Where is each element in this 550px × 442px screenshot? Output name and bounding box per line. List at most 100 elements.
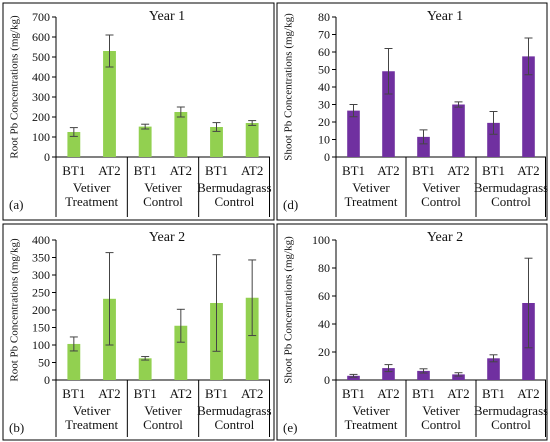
y-tick-label: 300 [32, 90, 50, 104]
bar-1 [347, 110, 360, 157]
y-tick-label: 30 [318, 98, 330, 112]
x-tick-label: AT2 [517, 163, 539, 178]
y-tick-label: 0 [324, 373, 330, 387]
group-label-line1: Vetiver [422, 180, 460, 195]
y-tick-label: 60 [318, 289, 330, 303]
y-tick-label: 700 [32, 10, 50, 24]
chart-panel-2: Year 1 Shoot Pb Concentrations (mg/kg) 0 10… [276, 2, 548, 221]
chart-title: Year 1 [427, 9, 463, 24]
y-tick-label: 70 [318, 28, 330, 42]
bar-3 [417, 136, 430, 157]
chart-panel-1: Year 1 Root Pb Concentrations (mg/kg) 0 100… [2, 2, 275, 221]
bar-6 [522, 56, 535, 157]
y-tick-label: 0 [44, 373, 50, 387]
bar-5 [487, 122, 500, 157]
y-tick-label: 400 [32, 70, 50, 84]
bar-6 [245, 297, 259, 380]
group-label-line2: Treatment [65, 417, 118, 432]
bar-5 [487, 358, 500, 380]
group-label-line2: Treatment [65, 194, 118, 209]
panel-frame [276, 223, 548, 441]
chart-title: Year 2 [427, 230, 463, 245]
bar-1 [347, 375, 360, 380]
x-tick-label: AT2 [170, 163, 192, 178]
y-tick-label: 400 [32, 233, 50, 247]
bar-2 [382, 71, 395, 157]
panel-label: (e) [283, 420, 297, 435]
panel-frame [2, 2, 275, 221]
y-tick-label: 200 [32, 303, 50, 317]
bar-4 [174, 325, 188, 380]
panel-label: (d) [283, 197, 298, 212]
group-label-line2: Control [214, 417, 254, 432]
x-tick-label: BT1 [342, 163, 365, 178]
x-tick-label: AT2 [377, 163, 399, 178]
x-tick-label: BT1 [205, 386, 228, 401]
x-tick-label: AT2 [241, 386, 263, 401]
y-tick-label: 50 [318, 63, 330, 77]
bar-6 [245, 123, 259, 157]
panel-frame [276, 2, 548, 221]
bar-3 [138, 358, 152, 380]
x-tick-label: AT2 [98, 386, 120, 401]
y-tick-label: 10 [318, 133, 330, 147]
group-label-line1: Vetiver [352, 180, 390, 195]
chart-title: Year 2 [149, 230, 185, 245]
x-tick-label: AT2 [517, 386, 539, 401]
y-tick-label: 350 [32, 251, 50, 265]
chart-panel-4: Year 2 Shoot Pb Concentrations (mg/kg) 0 20… [276, 223, 548, 441]
group-label-line1: Vetiver [422, 403, 460, 418]
y-tick-label: 300 [32, 268, 50, 282]
x-tick-label: BT1 [412, 163, 435, 178]
group-label-line1: Bermudagrass [474, 403, 548, 418]
y-axis-label: Root Pb Concentrations (mg/kg) [9, 15, 21, 159]
y-tick-label: 80 [318, 10, 330, 24]
group-label-line2: Control [214, 194, 254, 209]
bar-1 [67, 343, 81, 380]
y-tick-label: 150 [32, 321, 50, 335]
y-tick-label: 100 [312, 233, 330, 247]
group-label-line2: Control [421, 194, 461, 209]
x-tick-label: BT1 [482, 163, 505, 178]
y-axis-label: Root Pb Concentrations (mg/kg) [9, 238, 21, 382]
group-label-line1: Vetiver [352, 403, 390, 418]
x-tick-label: BT1 [134, 163, 157, 178]
group-label-line2: Control [143, 417, 183, 432]
bar-3 [417, 370, 430, 380]
group-label-line1: Vetiver [73, 403, 111, 418]
x-tick-label: AT2 [98, 163, 120, 178]
chart-title: Year 1 [149, 9, 185, 24]
x-tick-label: AT2 [447, 163, 469, 178]
bar-3 [138, 126, 152, 157]
y-axis-label: Shoot Pb Concentrations (mg/kg) [283, 236, 295, 384]
y-tick-label: 600 [32, 30, 50, 44]
group-label-line2: Control [491, 417, 531, 432]
y-tick-label: 20 [318, 345, 330, 359]
bar-2 [382, 368, 395, 380]
x-tick-label: BT1 [412, 386, 435, 401]
y-tick-label: 0 [44, 150, 50, 164]
group-label-line2: Control [421, 417, 461, 432]
x-tick-label: BT1 [134, 386, 157, 401]
bar-4 [452, 374, 465, 380]
x-tick-label: AT2 [241, 163, 263, 178]
x-tick-label: BT1 [62, 386, 85, 401]
y-axis-label: Shoot Pb Concentrations (mg/kg) [283, 13, 295, 161]
group-label-line1: Bermudagrass [197, 180, 271, 195]
y-tick-label: 20 [318, 115, 330, 129]
y-tick-label: 40 [318, 80, 330, 94]
panel-frame [2, 223, 275, 441]
y-tick-label: 80 [318, 261, 330, 275]
y-tick-label: 100 [32, 338, 50, 352]
group-label-line1: Vetiver [144, 403, 182, 418]
y-tick-label: 200 [32, 110, 50, 124]
bar-1 [67, 132, 81, 157]
group-label-line1: Bermudagrass [474, 180, 548, 195]
bar-2 [103, 51, 116, 157]
x-tick-label: AT2 [377, 386, 399, 401]
group-label-line1: Bermudagrass [197, 403, 271, 418]
y-tick-label: 60 [318, 45, 330, 59]
y-tick-label: 0 [324, 150, 330, 164]
group-label-line2: Treatment [345, 194, 398, 209]
x-tick-label: BT1 [205, 163, 228, 178]
